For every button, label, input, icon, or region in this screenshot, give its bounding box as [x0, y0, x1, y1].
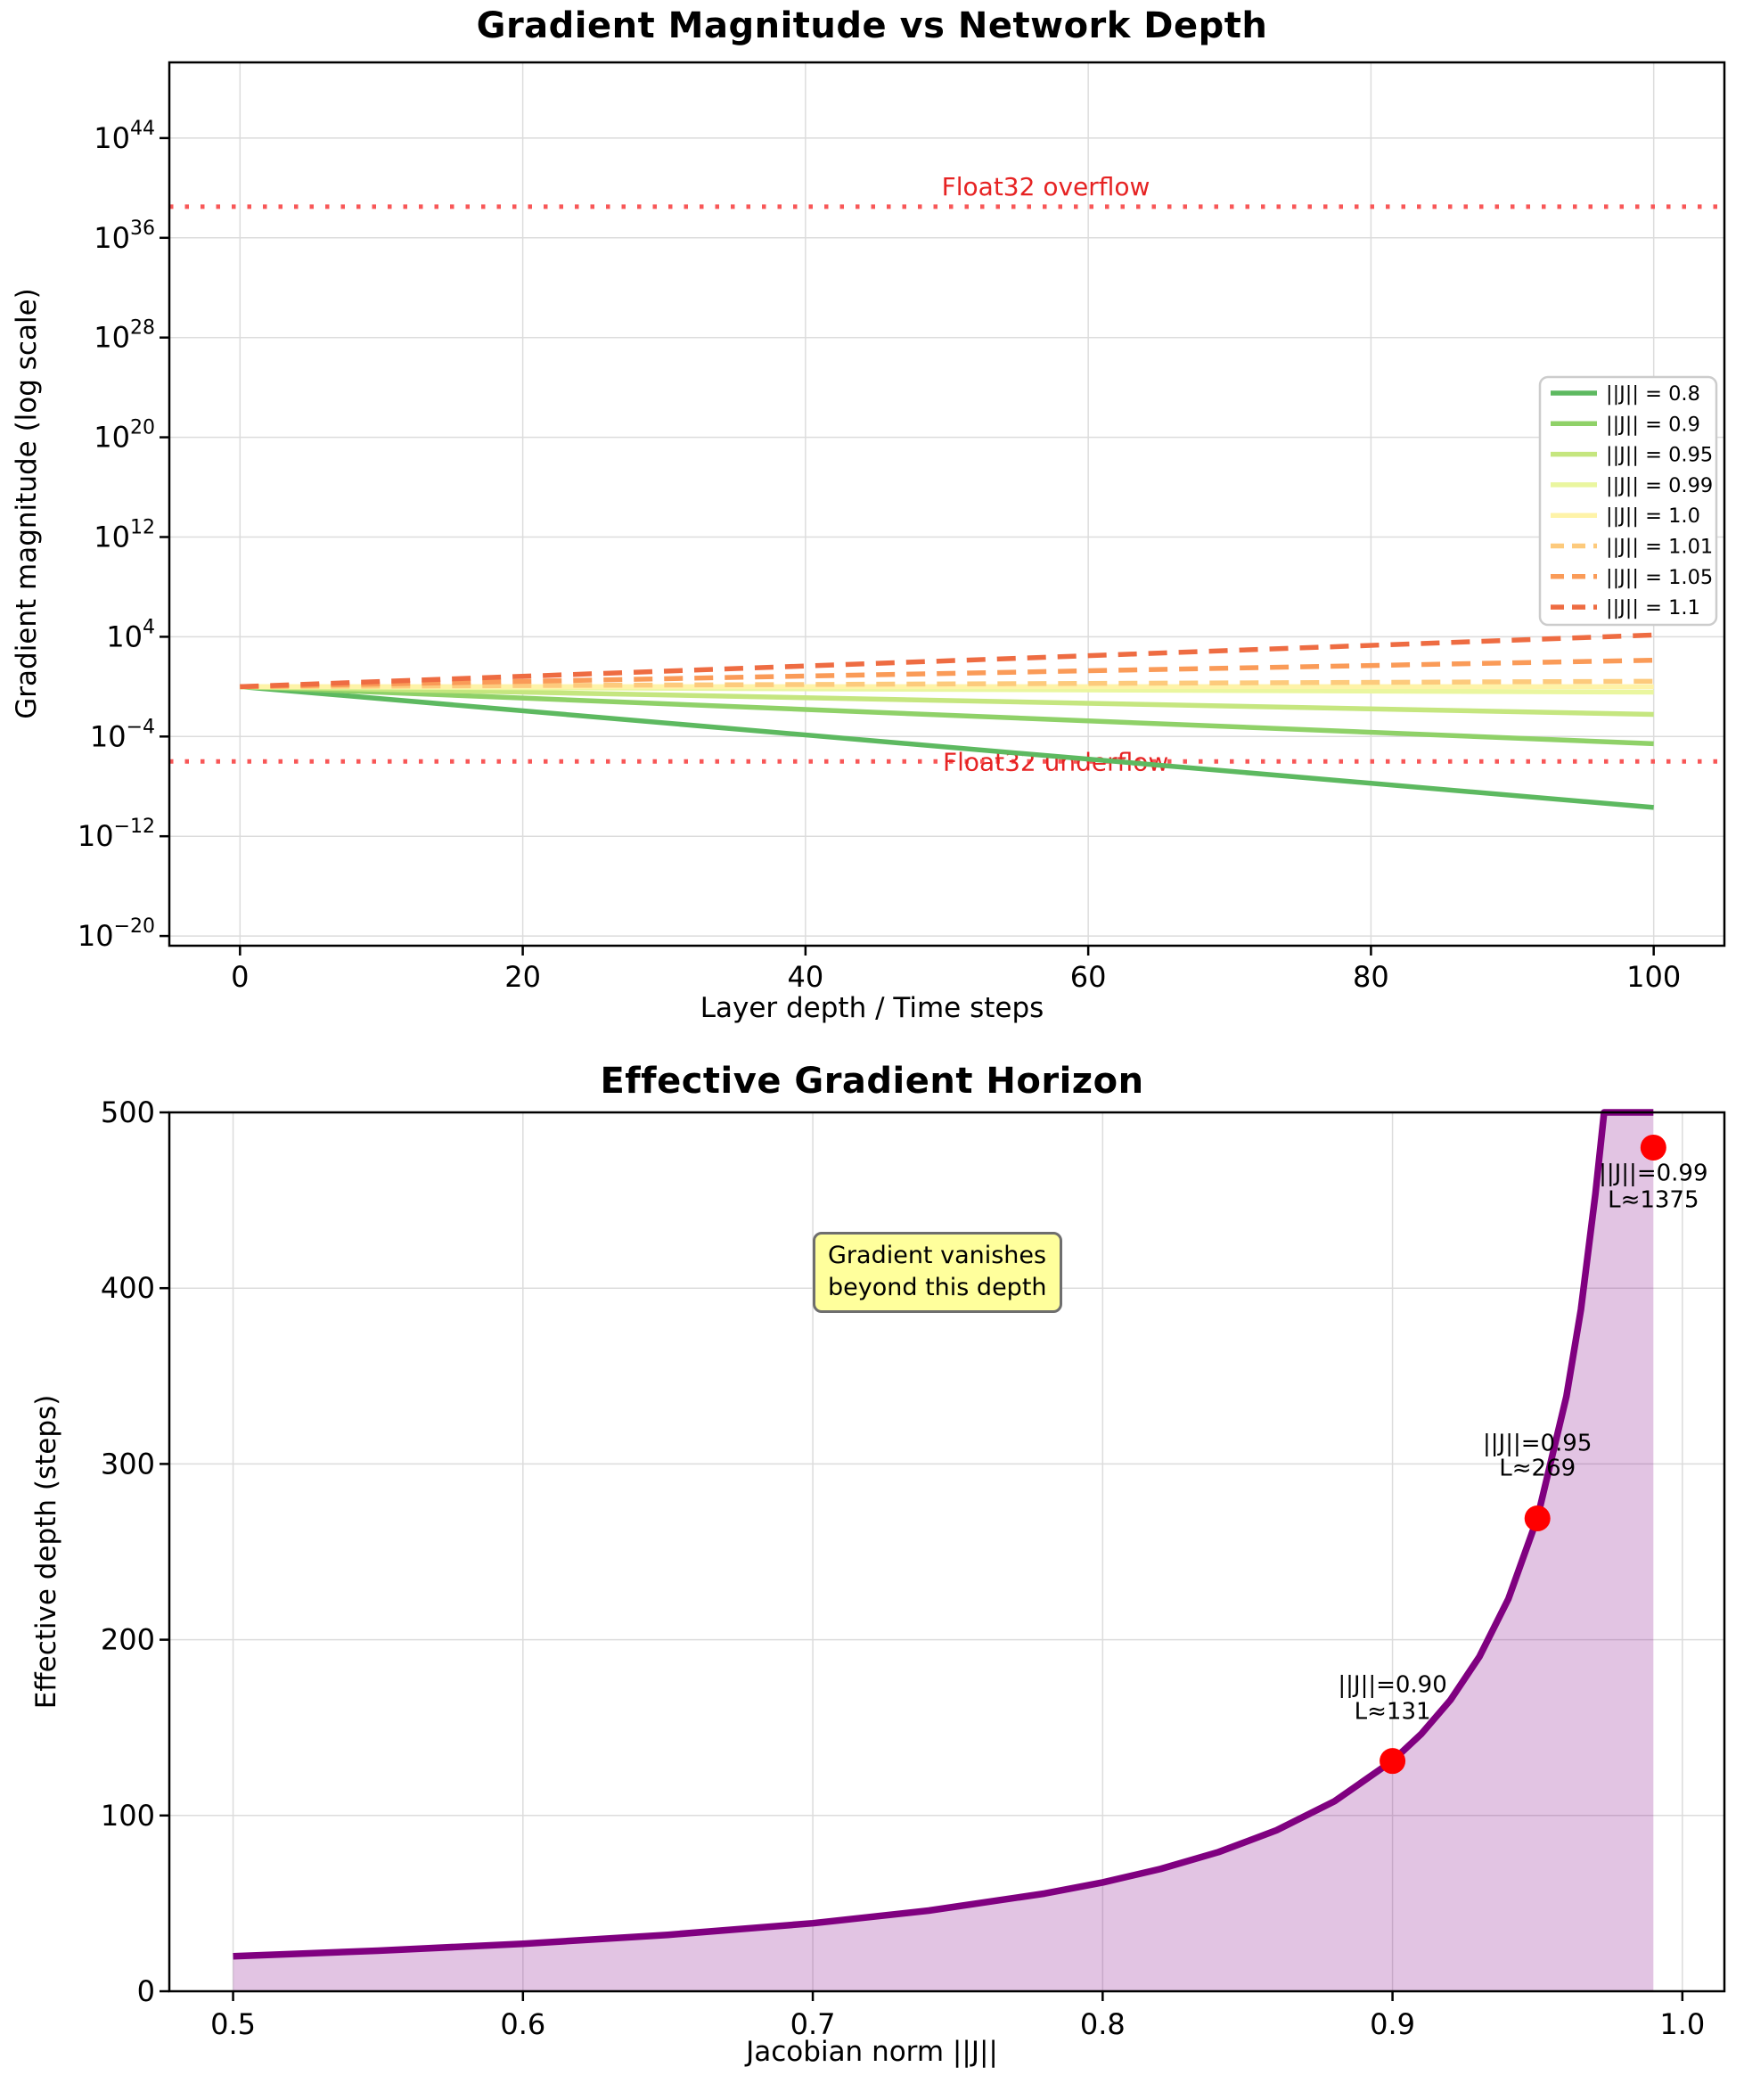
legend-label: ||J|| = 1.05: [1606, 566, 1713, 589]
legend-label: ||J|| = 1.0: [1606, 504, 1700, 528]
top-chart-xlabel: Layer depth / Time steps: [700, 992, 1044, 1024]
legend-label: ||J|| = 0.99: [1606, 474, 1713, 497]
horizon-area-fill: [233, 1112, 1654, 1991]
legend-box: [1538, 375, 1718, 627]
series-line: [240, 632, 1654, 690]
gradient-magnitude-chart: 0 20 40 60 80 100 10−20 10−12 10−4 104 1012 1020 102…: [78, 61, 1726, 994]
tick-label-x: 100: [1626, 960, 1681, 994]
marker-dot: [1524, 1505, 1551, 1532]
top-chart-title: Gradient Magnitude vs Network Depth: [476, 5, 1268, 46]
marker-annotation: L≈1375: [1608, 1186, 1699, 1213]
tick-label-y: 10−20: [78, 915, 155, 953]
tick-label-x: 0.5: [210, 2007, 256, 2041]
tick-label-x: 0.8: [1080, 2007, 1126, 2041]
series-line: [240, 657, 1654, 690]
annotation-line-2: beyond this depth: [828, 1273, 1047, 1301]
tick-label-y: 0: [137, 1974, 155, 2008]
marker-annotation: ||J||=0.90: [1338, 1672, 1446, 1699]
tick-label-x: 0: [231, 960, 249, 994]
tick-label-x: 20: [504, 960, 541, 994]
legend-label: ||J|| = 1.01: [1606, 536, 1713, 559]
bottom-chart-xlabel: Jacobian norm ||J||: [746, 2036, 998, 2068]
tick-label-x: 40: [788, 960, 824, 994]
plot-frame: [168, 61, 1726, 947]
tick-label-y: 1020: [94, 417, 155, 455]
tick-label-y: 1044: [94, 118, 155, 155]
tick-label-x: 60: [1070, 960, 1107, 994]
tick-label-x: 0.6: [500, 2007, 545, 2041]
horizon-curve: [233, 1109, 1654, 1960]
effective-horizon-chart: 0.5 0.6 0.7 0.8 0.9 1.0 0 100 200 300 400 500 ||J||=…: [101, 1095, 1726, 2041]
legend-label: ||J|| = 0.95: [1606, 444, 1713, 467]
series-line: [240, 684, 1654, 747]
tick-label-y: 1028: [94, 317, 155, 355]
marker-annotation: L≈131: [1355, 1699, 1431, 1726]
series-line: [240, 684, 1654, 718]
series-line: [240, 678, 1654, 690]
tick-label-y: 10−12: [78, 816, 155, 853]
tick-label-x: 0.7: [790, 2007, 836, 2041]
tick-label-y: 104: [106, 616, 155, 653]
marker-dot: [1380, 1748, 1406, 1775]
tick-label-y: 200: [101, 1623, 155, 1657]
tick-label-y: 10−4: [90, 716, 155, 753]
legend-label: ||J|| = 0.9: [1606, 413, 1700, 436]
annotation-line-1: Gradient vanishes: [828, 1242, 1047, 1269]
tick-label-x: 80: [1353, 960, 1389, 994]
tick-label-y: 400: [101, 1271, 155, 1305]
legend-label: ||J|| = 1.1: [1606, 596, 1700, 619]
gradient-vanishes-annotation: Gradient vanishes beyond this depth: [813, 1232, 1062, 1314]
marker-annotation: ||J||=0.99: [1599, 1160, 1707, 1186]
bottom-chart-title: Effective Gradient Horizon: [600, 1061, 1144, 1102]
legend-label: ||J|| = 0.8: [1606, 382, 1700, 406]
tick-label-y: 1036: [94, 217, 155, 255]
tick-label-x: 1.0: [1659, 2007, 1705, 2041]
tick-label-y: 100: [101, 1799, 155, 1833]
plot-frame: [168, 1111, 1726, 1993]
reference-line-label: Float32 overflow: [942, 172, 1150, 201]
marker-dot: [1640, 1134, 1666, 1161]
tick-label-y: 300: [101, 1447, 155, 1481]
tick-label-y: 500: [101, 1095, 155, 1129]
tick-label-x: 0.9: [1370, 2007, 1415, 2041]
series-line: [240, 684, 1654, 810]
marker-annotation: L≈269: [1499, 1456, 1576, 1482]
tick-label-y: 1012: [94, 516, 155, 554]
marker-annotation: ||J||=0.95: [1483, 1431, 1592, 1457]
